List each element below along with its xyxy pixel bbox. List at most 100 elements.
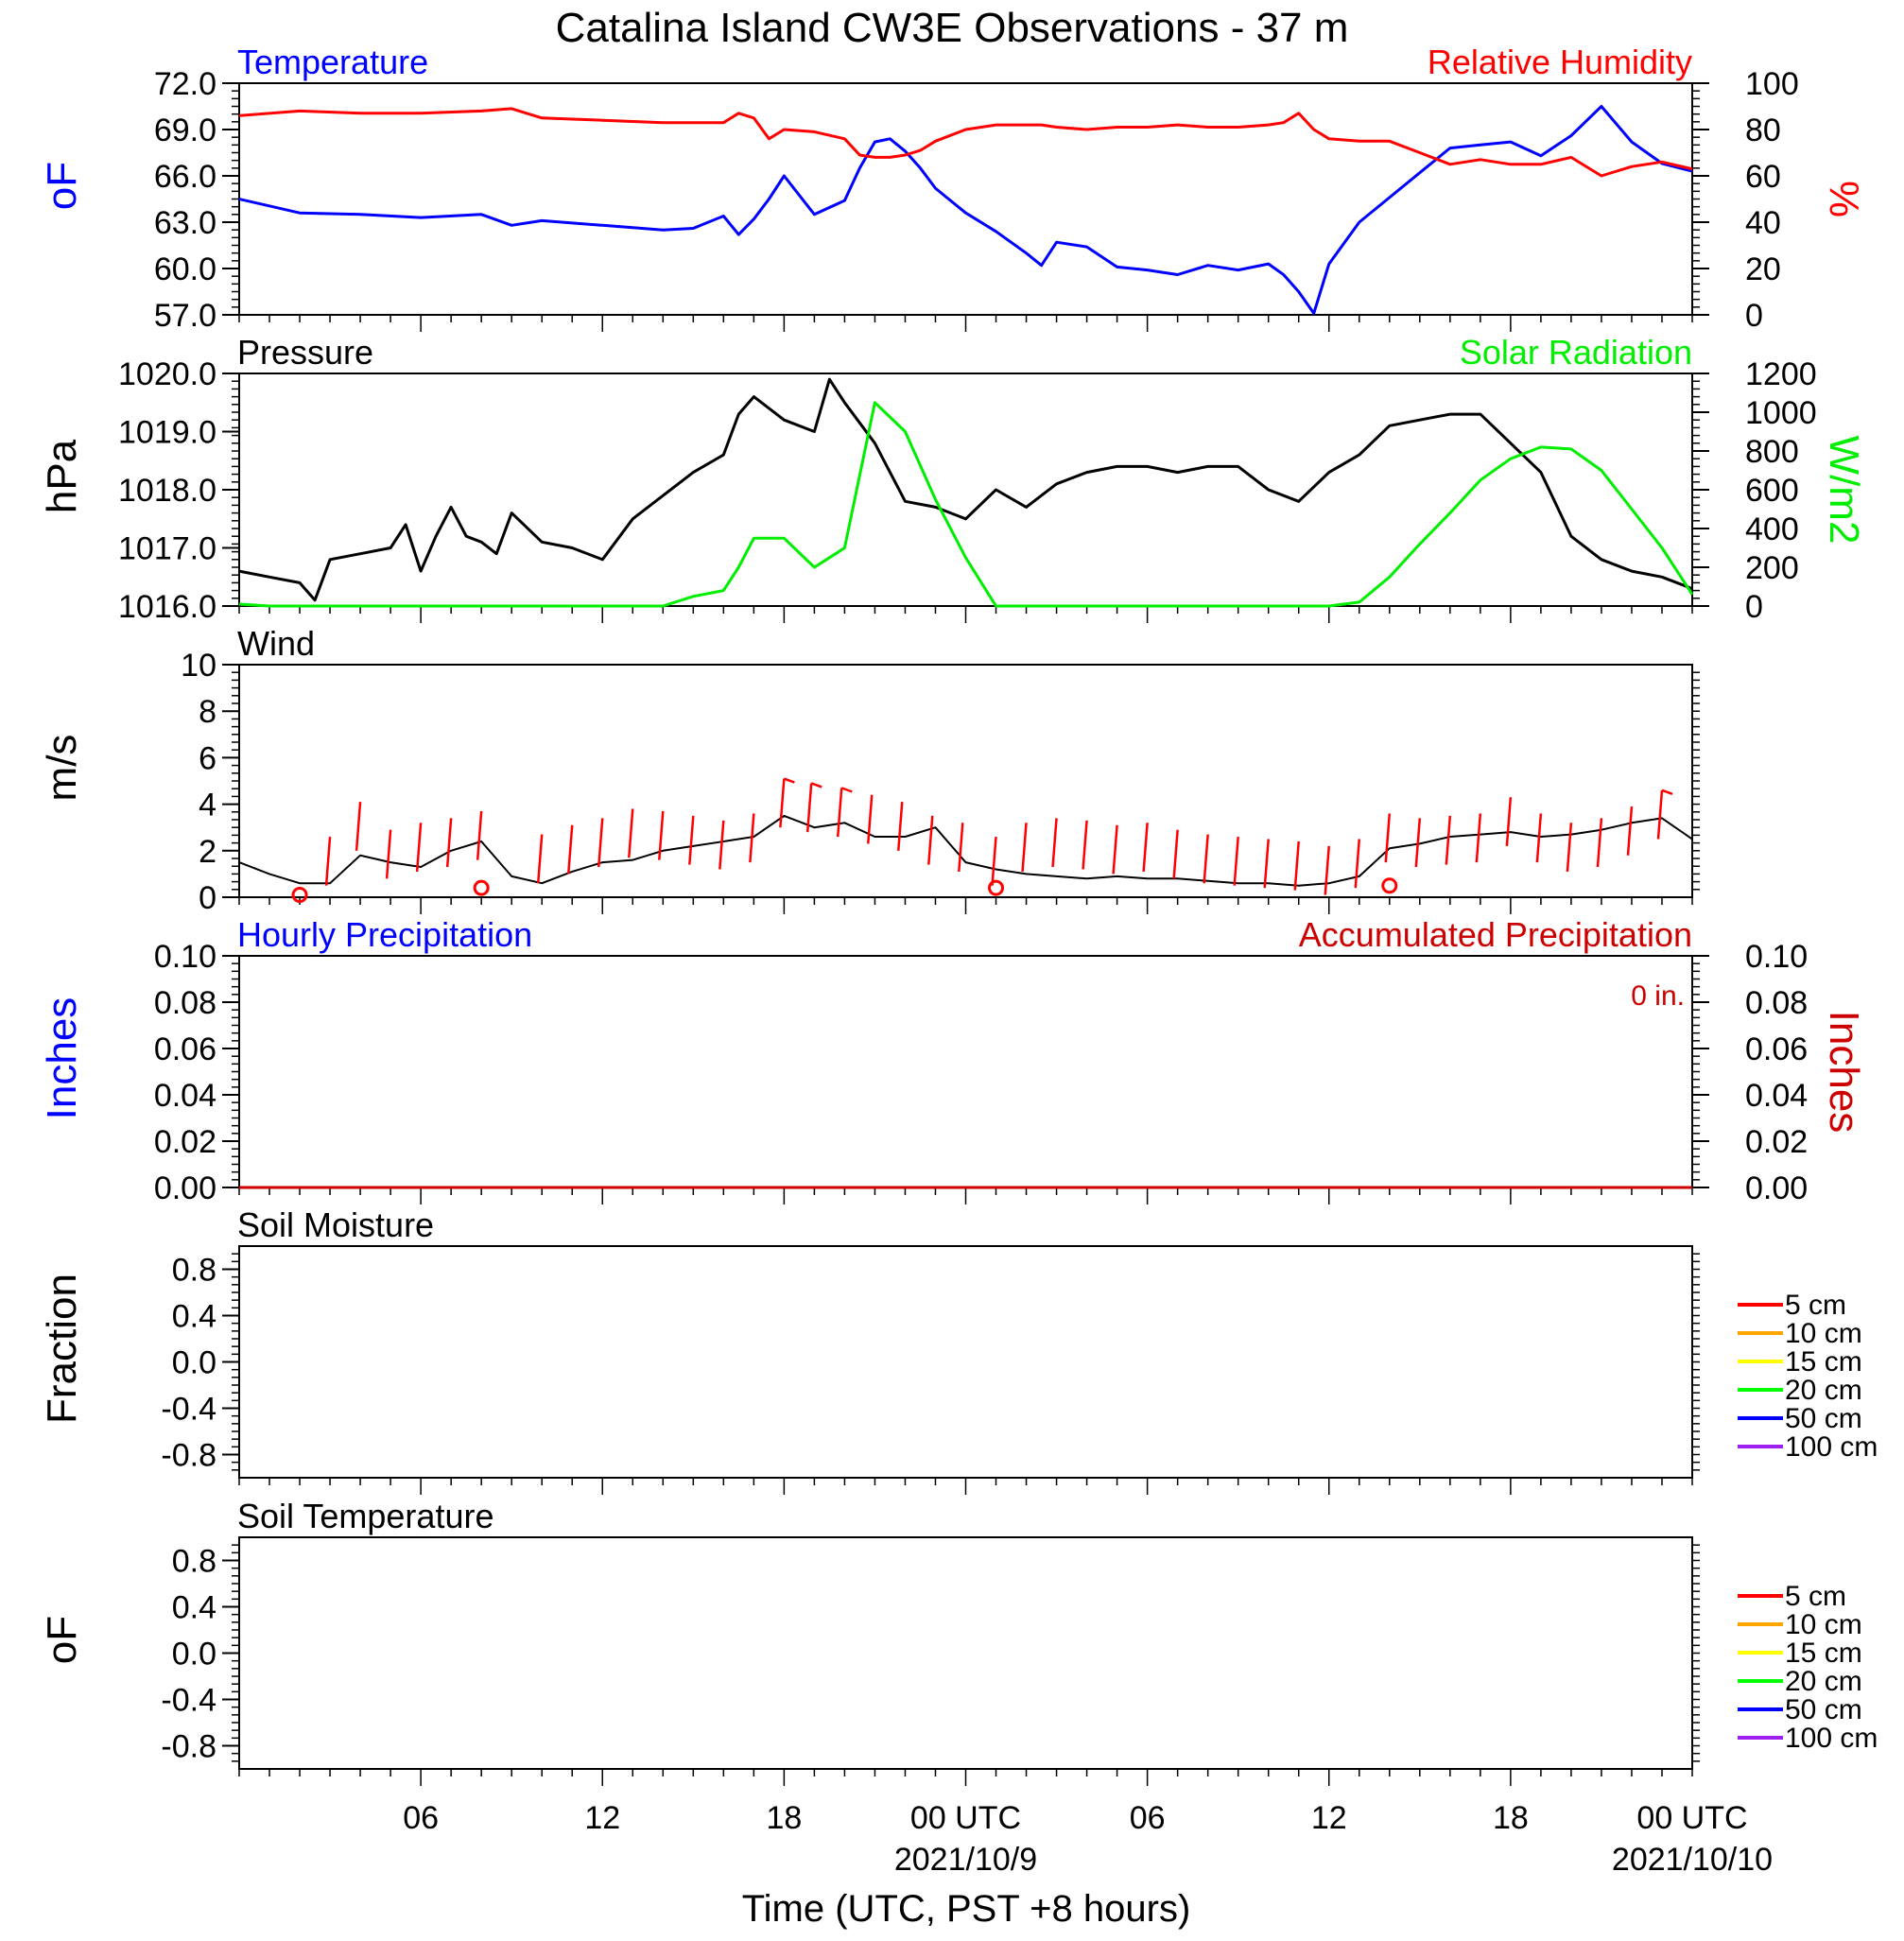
y-tick-label-right: 0 xyxy=(1745,298,1763,334)
wind-barb xyxy=(1203,834,1209,884)
y-tick-label-left: 6 xyxy=(199,740,216,776)
wind-barb xyxy=(1112,824,1118,875)
legend-label: 50 cm xyxy=(1785,1694,1862,1725)
y-tick-label-right: 60 xyxy=(1745,159,1781,195)
x-tick-label: 18 xyxy=(766,1800,802,1836)
figure-title: Catalina Island CW3E Observations - 37 m xyxy=(556,5,1349,51)
panel-frame xyxy=(238,82,1693,316)
wind-barb xyxy=(1263,839,1270,889)
y-tick-label-left: 0.8 xyxy=(172,1253,216,1289)
x-tick-label: 12 xyxy=(584,1800,620,1836)
panel-ticks xyxy=(232,380,1700,623)
wind-barb-flag xyxy=(783,777,795,784)
calm-wind-marker xyxy=(988,879,1005,896)
legend-label: 100 cm xyxy=(1785,1431,1878,1463)
wind-barb xyxy=(897,802,904,851)
wind-barb xyxy=(1535,813,1543,863)
y-tick-label-left: 57.0 xyxy=(154,298,216,334)
y-tick-label-left: -0.8 xyxy=(161,1729,216,1765)
y-tick-label-left: 1018.0 xyxy=(118,473,216,509)
wind-barb xyxy=(991,836,997,886)
x-tick-label: 00 UTC xyxy=(910,1800,1021,1836)
panels: 72.069.066.063.060.057.0100806040200Temp… xyxy=(39,43,1878,1786)
wind-barb xyxy=(1082,820,1088,870)
panel-ticks xyxy=(232,671,1700,914)
x-tick-label: 06 xyxy=(403,1800,439,1836)
y-tick-label-left: -0.4 xyxy=(161,1683,216,1719)
wind-barb-flag xyxy=(810,782,822,789)
wind-barb xyxy=(1051,818,1058,868)
panel-annotation: 0 in. xyxy=(1631,980,1685,1012)
relative-humidity-line xyxy=(238,107,1693,178)
y-tick-label-right: 0.06 xyxy=(1745,1031,1808,1067)
x-tick-label: 06 xyxy=(1130,1800,1166,1836)
panel-right-title: Relative Humidity xyxy=(1428,43,1692,81)
wind-barb xyxy=(1233,836,1239,886)
y-axis-label-left: Fraction xyxy=(39,1274,85,1424)
y-tick-label-left: 8 xyxy=(199,694,216,730)
wind-barb-flag xyxy=(1661,789,1673,796)
y-axis-label-right: W/m2 xyxy=(1821,436,1867,545)
wind-barb xyxy=(805,783,813,833)
y-axis-label-right: Inches xyxy=(1821,1011,1867,1134)
y-tick-label-right: 80 xyxy=(1745,113,1781,148)
y-tick-label-left: 0.10 xyxy=(154,939,216,975)
wind-barb xyxy=(749,813,755,863)
wind-barb xyxy=(658,810,665,860)
x-tick-label: 12 xyxy=(1311,1800,1347,1836)
y-tick-label-right: 0.08 xyxy=(1745,985,1808,1021)
y-tick-label-left: 1017.0 xyxy=(118,531,216,567)
y-axis-label-left: oF xyxy=(39,1616,85,1664)
wind-barb xyxy=(1293,841,1300,891)
y-tick-label-left: 0.08 xyxy=(154,985,216,1021)
wind-barb xyxy=(1626,806,1634,856)
x-date-label: 2021/10/10 xyxy=(1612,1842,1773,1878)
calm-wind-marker xyxy=(291,887,308,904)
y-tick-label-left: 60.0 xyxy=(154,251,216,287)
y-tick-label-right: 1200 xyxy=(1745,356,1817,392)
wind-barb xyxy=(1505,797,1513,846)
panel-left-title: Hourly Precipitation xyxy=(237,915,532,954)
wind-barb xyxy=(385,829,392,879)
y-tick-label-left: 66.0 xyxy=(154,159,216,195)
wind-barb xyxy=(597,818,604,868)
y-tick-label-left: 69.0 xyxy=(154,113,216,148)
wind-barb xyxy=(836,788,843,838)
y-tick-label-right: 600 xyxy=(1745,473,1799,509)
x-date-label: 2021/10/9 xyxy=(894,1842,1037,1878)
legend-label: 15 cm xyxy=(1785,1638,1862,1669)
pressure-line xyxy=(238,377,1693,602)
panel-left-title: Soil Moisture xyxy=(237,1205,434,1244)
panel-4: 0.10 0.08 0.06 0.04 0.02 0.00 0.10 0.08 0.06 0.04… xyxy=(39,915,1867,1206)
y-tick-label-left: 0.0 xyxy=(172,1345,216,1381)
panel-left-title: Wind xyxy=(237,624,315,663)
y-tick-label-left: 0.02 xyxy=(154,1124,216,1160)
y-tick-label-left: 0.06 xyxy=(154,1031,216,1067)
y-tick-label-right: 400 xyxy=(1745,511,1799,547)
y-axis-label-left: m/s xyxy=(39,735,85,802)
panel-3: 10 8 6 4 2 0 Wind m/s xyxy=(39,624,1700,916)
wind-barb xyxy=(1445,815,1452,865)
wind-barb xyxy=(415,823,423,873)
legend-label: 5 cm xyxy=(1785,1581,1846,1612)
y-tick-label-left: 0.8 xyxy=(172,1544,216,1580)
y-tick-label-right: 100 xyxy=(1745,66,1799,102)
wind-barb xyxy=(1475,813,1482,863)
panel-frame xyxy=(238,1245,1693,1479)
y-tick-label-left: 72.0 xyxy=(154,66,216,102)
wind-barb xyxy=(566,824,574,875)
y-tick-label-left: 1019.0 xyxy=(118,415,216,451)
y-tick-label-left: -0.4 xyxy=(161,1392,216,1428)
legend-label: 20 cm xyxy=(1785,1375,1862,1406)
y-tick-label-right: 0.00 xyxy=(1745,1170,1808,1206)
wind-barb xyxy=(1142,823,1149,873)
panel-1: 72.0 69.0 66.0 63.0 60.0 57.0 100 80 60 40 20 0 Temp… xyxy=(39,43,1867,334)
legend-label: 10 cm xyxy=(1785,1318,1862,1349)
wind-barb xyxy=(536,834,544,884)
y-tick-label-right: 800 xyxy=(1745,434,1799,470)
wind-barb xyxy=(355,802,362,851)
wind-barb xyxy=(1324,845,1330,895)
wind-barb xyxy=(1384,813,1392,863)
